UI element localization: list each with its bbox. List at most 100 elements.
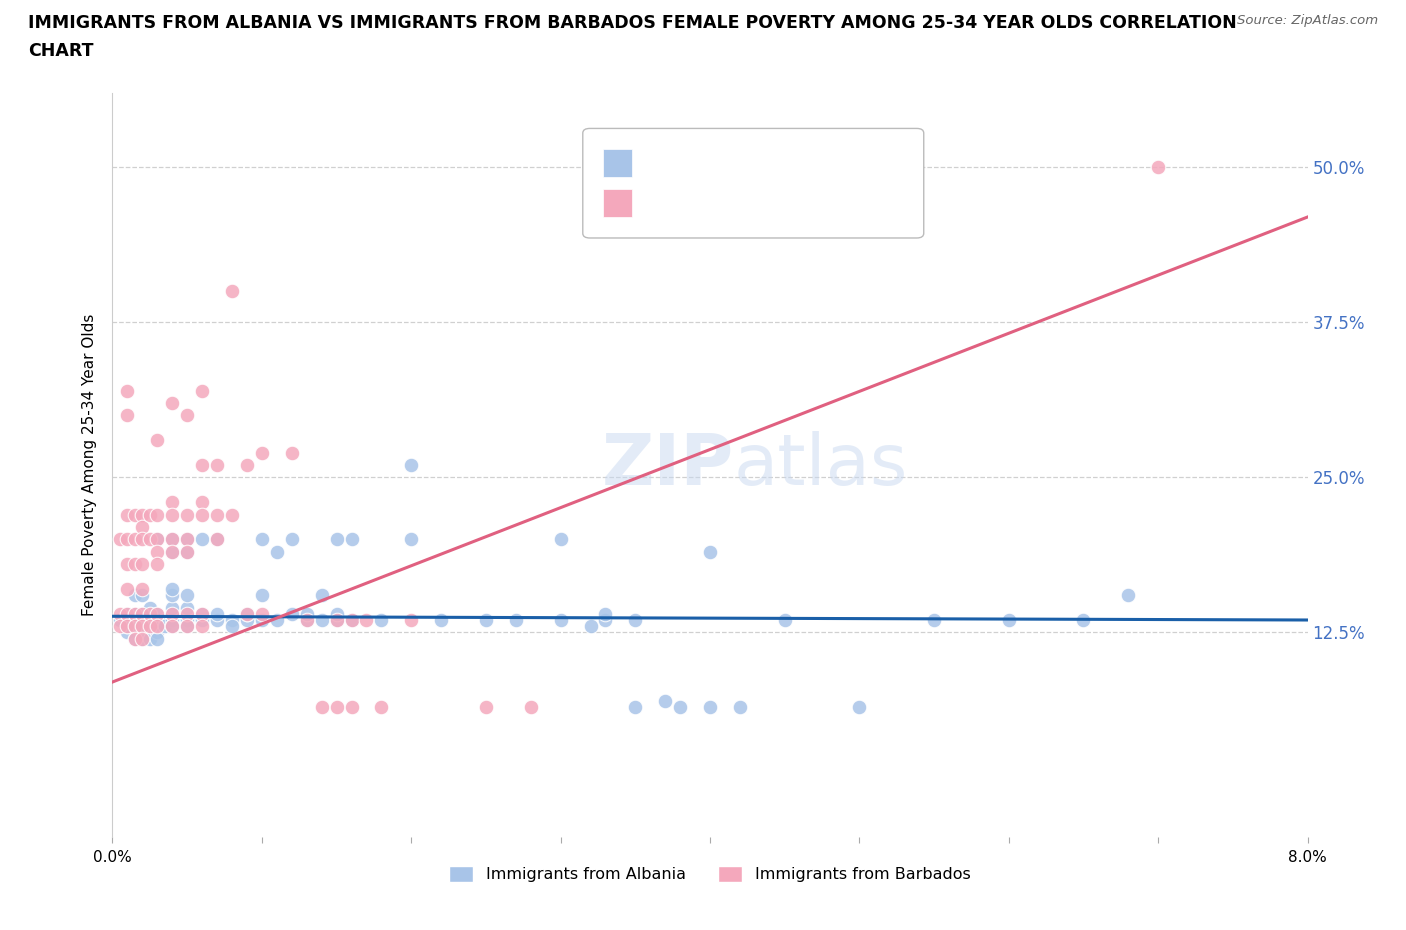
Text: 0.432: 0.432 bbox=[688, 194, 747, 212]
Point bbox=[117, 532, 139, 547]
Point bbox=[117, 383, 139, 398]
Point bbox=[146, 532, 169, 547]
Text: Source: ZipAtlas.com: Source: ZipAtlas.com bbox=[1237, 14, 1378, 27]
Point bbox=[108, 618, 131, 633]
Point bbox=[146, 631, 169, 646]
Point bbox=[401, 613, 423, 628]
Point bbox=[146, 613, 169, 628]
Point bbox=[311, 613, 333, 628]
Point bbox=[205, 458, 228, 472]
Point bbox=[505, 613, 527, 628]
Point bbox=[340, 532, 363, 547]
Point bbox=[131, 606, 153, 621]
Point bbox=[176, 507, 198, 522]
Text: atlas: atlas bbox=[734, 431, 908, 499]
Point bbox=[153, 613, 176, 628]
Point bbox=[131, 581, 153, 596]
Point bbox=[922, 613, 945, 628]
Point bbox=[550, 532, 572, 547]
Point bbox=[340, 613, 363, 628]
Point bbox=[579, 618, 602, 633]
Point bbox=[108, 532, 131, 547]
Point bbox=[669, 699, 692, 714]
Point bbox=[295, 606, 318, 621]
Point bbox=[131, 606, 153, 621]
Point bbox=[266, 544, 288, 559]
Point bbox=[221, 613, 243, 628]
Point bbox=[117, 625, 139, 640]
Point bbox=[108, 613, 131, 628]
Point bbox=[139, 507, 162, 522]
Point bbox=[131, 532, 153, 547]
Point bbox=[146, 557, 169, 572]
Point bbox=[162, 532, 183, 547]
Point bbox=[281, 532, 304, 547]
Point bbox=[162, 532, 183, 547]
Point bbox=[266, 613, 288, 628]
Point bbox=[191, 606, 214, 621]
Point bbox=[162, 618, 183, 633]
Point bbox=[124, 631, 146, 646]
Point bbox=[162, 544, 183, 559]
Point bbox=[205, 606, 228, 621]
Point bbox=[139, 618, 162, 633]
Point bbox=[475, 613, 498, 628]
Point bbox=[250, 613, 273, 628]
Point bbox=[117, 618, 139, 633]
Point bbox=[124, 532, 146, 547]
Point bbox=[162, 588, 183, 603]
Point bbox=[162, 395, 183, 410]
Point bbox=[162, 606, 183, 621]
Point bbox=[131, 557, 153, 572]
Point bbox=[311, 588, 333, 603]
Point bbox=[139, 606, 162, 621]
Point bbox=[221, 507, 243, 522]
Point bbox=[124, 588, 146, 603]
Point bbox=[124, 606, 146, 621]
Point bbox=[146, 507, 169, 522]
Point bbox=[176, 532, 198, 547]
Text: R =: R = bbox=[645, 194, 682, 212]
Y-axis label: Female Poverty Among 25-34 Year Olds: Female Poverty Among 25-34 Year Olds bbox=[82, 313, 97, 617]
Point bbox=[176, 618, 198, 633]
Point bbox=[191, 532, 214, 547]
Point bbox=[325, 606, 347, 621]
Point bbox=[281, 606, 304, 621]
Point bbox=[595, 613, 617, 628]
Point bbox=[176, 600, 198, 615]
Point bbox=[176, 606, 198, 621]
Text: -0.000: -0.000 bbox=[688, 154, 747, 172]
Point bbox=[131, 588, 153, 603]
Point bbox=[191, 507, 214, 522]
Point bbox=[281, 445, 304, 460]
Point bbox=[124, 606, 146, 621]
Point bbox=[176, 544, 198, 559]
Point bbox=[325, 532, 347, 547]
Point bbox=[191, 458, 214, 472]
Point bbox=[117, 606, 139, 621]
Point bbox=[191, 606, 214, 621]
Point bbox=[236, 613, 259, 628]
Point bbox=[176, 532, 198, 547]
Point bbox=[205, 532, 228, 547]
Point bbox=[250, 588, 273, 603]
Point bbox=[236, 458, 259, 472]
Point bbox=[139, 532, 162, 547]
Point bbox=[191, 495, 214, 510]
Point bbox=[250, 606, 273, 621]
Point bbox=[139, 618, 162, 633]
Point bbox=[236, 606, 259, 621]
Legend: Immigrants from Albania, Immigrants from Barbados: Immigrants from Albania, Immigrants from… bbox=[443, 859, 977, 888]
Point bbox=[117, 507, 139, 522]
Point bbox=[162, 600, 183, 615]
Point bbox=[124, 557, 146, 572]
Point bbox=[356, 613, 378, 628]
Point bbox=[162, 606, 183, 621]
Point bbox=[146, 618, 169, 633]
Point bbox=[162, 581, 183, 596]
Point bbox=[728, 699, 751, 714]
Point bbox=[773, 613, 796, 628]
Point bbox=[139, 613, 162, 628]
Point bbox=[325, 699, 347, 714]
Point bbox=[176, 606, 198, 621]
